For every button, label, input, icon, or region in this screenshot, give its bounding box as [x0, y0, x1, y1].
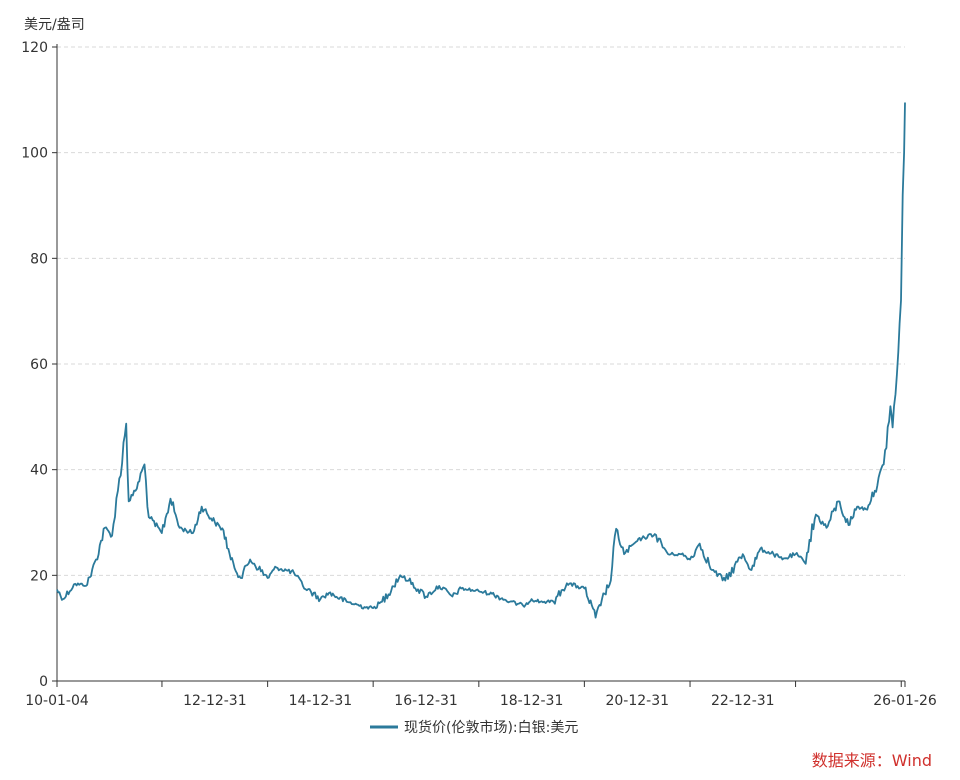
- gridlines: [57, 46, 905, 576]
- x-tick-label: 10-01-04: [25, 693, 89, 709]
- series-lines: [56, 102, 906, 619]
- x-axis-ticks: 10-01-04 12-12-31 14-12-31 16-12-31 18-12-31…: [25, 681, 937, 709]
- x-tick-label: 26-01-26: [873, 693, 937, 709]
- y-tick-label: 60: [30, 357, 48, 373]
- x-tick-label: 12-12-31: [183, 693, 247, 709]
- y-axis-unit-label: 美元/盎司: [24, 17, 85, 33]
- x-tick-label: 20-12-31: [605, 693, 669, 709]
- y-axis-ticks: 0 20 40 60 80 100 120: [21, 40, 57, 690]
- y-tick-label: 0: [39, 674, 48, 690]
- x-tick-label: 14-12-31: [289, 693, 353, 709]
- series-line-silver-price: [56, 102, 906, 619]
- x-tick-label: 18-12-31: [500, 693, 564, 709]
- legend: 现货价(伦敦市场):白银:美元: [370, 719, 578, 736]
- y-tick-label: 100: [21, 146, 48, 162]
- y-tick-label: 40: [30, 463, 48, 479]
- x-tick-label: 22-12-31: [711, 693, 775, 709]
- x-tick-label: 16-12-31: [394, 693, 458, 709]
- y-tick-label: 80: [30, 251, 48, 267]
- legend-label: 现货价(伦敦市场):白银:美元: [404, 719, 578, 736]
- y-tick-label: 120: [21, 40, 48, 56]
- y-tick-label: 20: [30, 568, 48, 584]
- data-source-label: 数据来源：Wind: [812, 751, 932, 770]
